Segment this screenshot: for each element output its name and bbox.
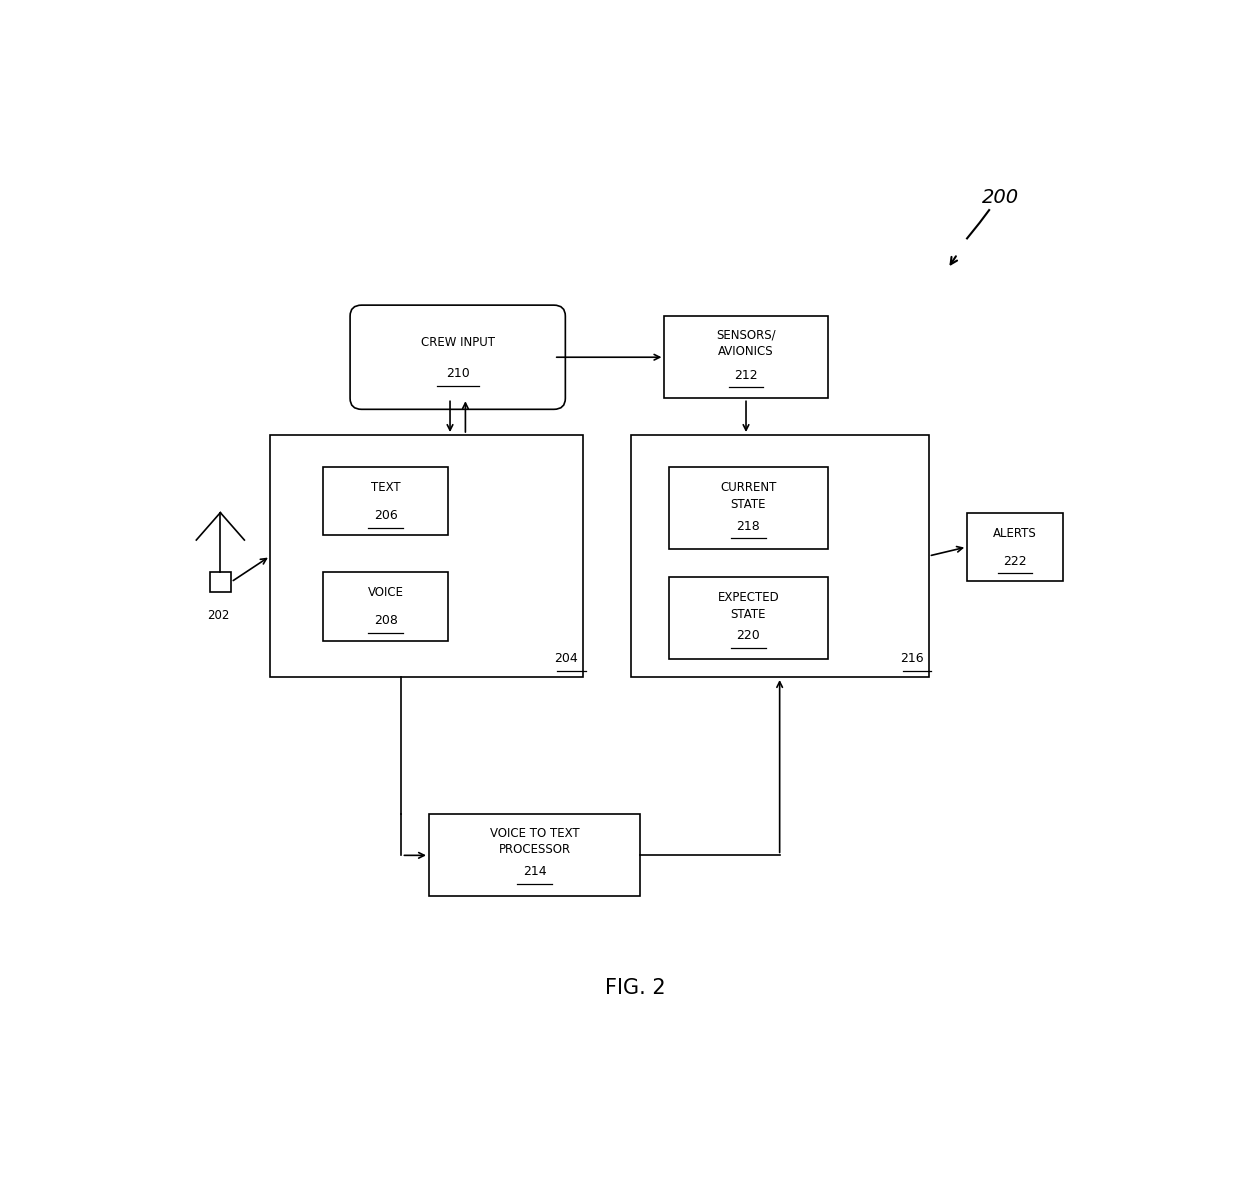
Text: SENSORS/: SENSORS/ [717,329,776,342]
Text: FIG. 2: FIG. 2 [605,978,666,998]
Text: PROCESSOR: PROCESSOR [498,844,570,856]
Text: STATE: STATE [730,608,766,621]
Text: STATE: STATE [730,497,766,510]
Bar [210,572,231,592]
Bar [631,434,929,677]
Text: 212: 212 [734,369,758,382]
Bar [665,316,828,399]
Bar [670,577,828,659]
Text: 202: 202 [207,609,229,622]
Text: 206: 206 [373,509,398,522]
Text: 220: 220 [737,629,760,642]
FancyBboxPatch shape [350,305,565,410]
Text: 208: 208 [373,615,398,628]
Text: 214: 214 [523,865,547,878]
Bar [324,572,448,641]
Text: 216: 216 [900,653,924,666]
Bar [324,466,448,535]
Text: AVIONICS: AVIONICS [718,345,774,358]
Text: CREW INPUT: CREW INPUT [420,336,495,349]
Text: TEXT: TEXT [371,481,401,494]
Text: VOICE: VOICE [367,586,404,599]
Text: EXPECTED: EXPECTED [718,591,779,604]
Text: 200: 200 [982,188,1019,207]
Bar [670,466,828,550]
Text: 204: 204 [554,653,578,666]
Bar [429,814,640,896]
Bar [967,513,1063,582]
Text: 222: 222 [1003,556,1027,569]
Text: 210: 210 [446,367,470,380]
Bar [270,434,583,677]
Text: CURRENT: CURRENT [720,482,776,495]
Text: VOICE TO TEXT: VOICE TO TEXT [490,827,579,840]
Text: ALERTS: ALERTS [993,527,1037,540]
Text: 218: 218 [737,520,760,533]
